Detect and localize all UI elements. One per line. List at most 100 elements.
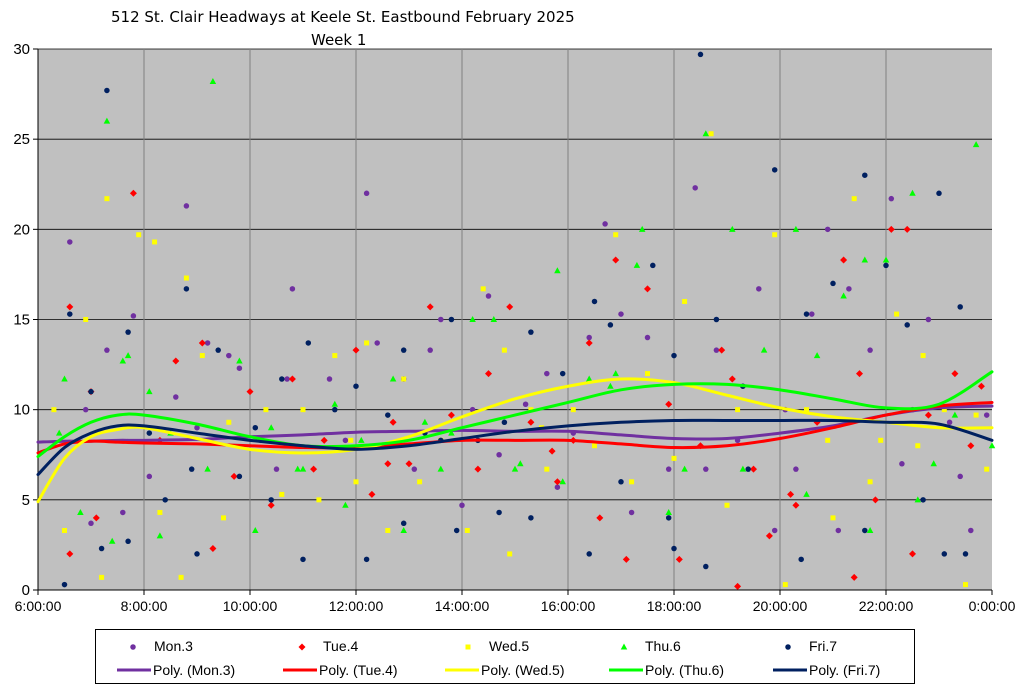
data-point: [692, 185, 698, 191]
x-tick-label: 16:00:00: [541, 598, 596, 614]
data-point: [544, 466, 550, 472]
data-point: [183, 203, 190, 209]
y-tick-label: 0: [22, 582, 30, 599]
x-tick-label: 10:00:00: [223, 598, 278, 614]
data-point: [883, 262, 889, 269]
data-point: [554, 267, 561, 274]
data-point: [702, 130, 710, 137]
data-point: [718, 346, 726, 354]
data-point: [288, 375, 296, 383]
data-point: [348, 437, 354, 443]
data-point: [750, 465, 757, 473]
data-point: [162, 497, 168, 503]
data-point: [146, 473, 153, 480]
data-point: [236, 365, 243, 371]
data-point: [204, 465, 211, 472]
data-point: [273, 466, 280, 472]
data-point: [946, 419, 953, 426]
data-point: [299, 465, 307, 472]
data-point: [209, 77, 217, 84]
y-tick-label: 25: [13, 131, 30, 148]
data-point: [506, 303, 514, 311]
data-point: [83, 317, 89, 322]
legend-label-poly-thu: Poly. (Thu.6): [645, 662, 725, 678]
data-point: [156, 532, 164, 539]
data-point: [645, 371, 650, 377]
data-point: [915, 443, 921, 449]
x-tick-label: 20:00:00: [753, 598, 808, 614]
data-point: [544, 370, 550, 377]
data-point: [941, 407, 947, 413]
data-point: [548, 447, 556, 455]
data-point: [559, 478, 566, 485]
data-point: [67, 239, 73, 245]
data-point: [665, 400, 673, 408]
data-point: [729, 225, 736, 232]
data-point: [384, 460, 392, 468]
data-point: [353, 479, 359, 485]
data-point: [914, 496, 922, 503]
data-point: [554, 484, 561, 490]
legend-marker: [298, 643, 306, 651]
trendline-poly-wed-5: [36, 377, 994, 504]
data-point: [496, 509, 502, 516]
data-point: [103, 117, 111, 124]
legend-marker: [620, 643, 628, 650]
data-point: [130, 313, 137, 319]
data-point: [570, 407, 576, 413]
data-point: [448, 316, 455, 323]
data-point: [485, 293, 492, 299]
legend-label-poly-wed: Poly. (Wed.5): [481, 662, 565, 678]
data-point: [400, 526, 407, 533]
data-point: [612, 370, 619, 377]
data-point: [358, 436, 365, 443]
legend-label-tue: Tue.4: [323, 638, 359, 654]
x-tick-label: 18:00:00: [647, 598, 702, 614]
legend-label-thu: Thu.6: [645, 638, 681, 654]
data-point: [501, 419, 508, 426]
data-point: [226, 352, 232, 359]
data-point: [368, 490, 376, 498]
data-point: [888, 195, 895, 202]
data-point: [400, 520, 407, 527]
legend-marker: [785, 644, 791, 650]
y-tick-label: 20: [13, 221, 30, 238]
data-point: [173, 394, 179, 400]
data-point: [861, 256, 869, 263]
data-point: [125, 538, 131, 545]
data-point: [120, 509, 126, 516]
data-point: [671, 352, 677, 359]
data-point: [962, 551, 969, 557]
data-point: [230, 472, 238, 480]
data-point: [856, 370, 863, 378]
data-point: [887, 225, 895, 233]
data-point: [771, 527, 778, 534]
data-point: [51, 407, 57, 413]
x-tick-label: 6:00:00: [15, 598, 62, 614]
data-point: [984, 466, 990, 472]
data-point: [612, 256, 620, 264]
data-point: [183, 286, 190, 292]
data-point: [745, 466, 751, 472]
data-point: [172, 357, 180, 365]
data-point: [427, 347, 433, 353]
data-point: [204, 340, 211, 346]
data-point: [485, 370, 492, 378]
data-point: [973, 412, 979, 418]
chart-svg: 0 5 10 15 20 25 30 6:00:00 8:00:00 10:00:00 12:00:…: [13, 41, 1015, 614]
data-point: [835, 527, 842, 534]
data-point: [332, 353, 338, 359]
data-point: [792, 501, 800, 509]
data-point: [951, 411, 959, 418]
data-point: [596, 514, 604, 522]
x-tick-label: 14:00:00: [435, 598, 490, 614]
data-point: [899, 461, 905, 467]
data-point: [490, 316, 498, 322]
legend-marker: [465, 644, 471, 650]
data-point: [104, 347, 110, 353]
series-tue-4: [66, 189, 985, 590]
data-point: [760, 346, 768, 353]
trendline-poly-mon-3: [36, 404, 994, 444]
data-point: [300, 407, 306, 413]
data-point: [894, 311, 900, 317]
